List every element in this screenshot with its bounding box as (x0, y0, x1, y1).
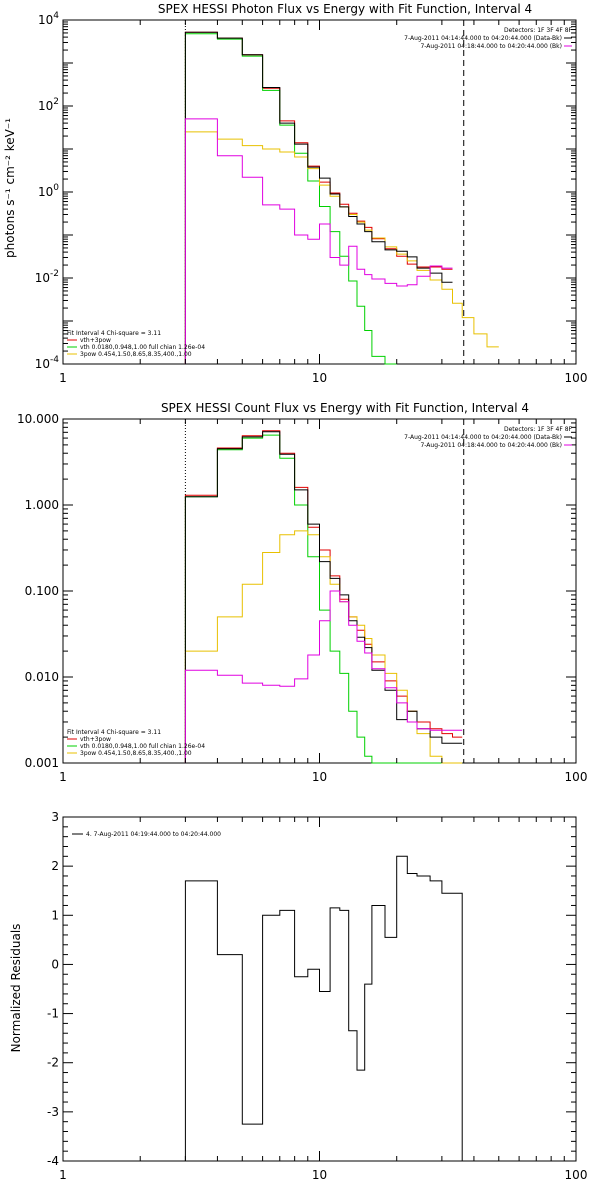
count-flux-fit-entry: 3pow 0.454,1.50,8.65,8.35,400.,1.00 (80, 750, 192, 757)
photon-flux-vlines (184, 20, 465, 364)
photon-flux-ytick-label: 10-2 (35, 269, 59, 285)
residuals-ytick-label: -4 (47, 1154, 59, 1168)
count-flux-title: SPEX HESSI Count Flux vs Energy with Fit… (161, 401, 529, 415)
residuals-ticks: 1 10 100 -4 -3 -2 -1 0 1 2 3 (47, 810, 587, 1182)
count-flux-xtick-label: 10 (312, 770, 327, 784)
photon-flux-ytick-label: 102 (38, 97, 59, 113)
residuals-ytick-label: 2 (51, 859, 59, 873)
photon-flux-ytick-label: 100 (38, 183, 59, 199)
count-flux-ytick-label: 0.100 (25, 584, 59, 598)
count-flux-legend: Detectors: 1F 3F 4F 8F7-Aug-2011 04:14:4… (404, 426, 572, 449)
photon-flux-legend-header: Detectors: 1F 3F 4F 8F (504, 27, 573, 34)
residuals-panel: Normalized Residuals 1 10 100-4-3-2-10123 … (9, 810, 587, 1182)
residuals-xtick-label: 10 (312, 1168, 327, 1182)
residuals-ylabel: Normalized Residuals (9, 924, 23, 1053)
residuals-xtick-label: 100 (565, 1168, 588, 1182)
photon-flux-xtick-label: 10 (312, 371, 327, 385)
photon-flux-series (184, 31, 499, 365)
photon-flux-fit-entry: 3pow 0.454,1.50,8.65,8.35,400.,1.00 (80, 351, 192, 358)
photon-flux-ticks: 1 10 100 10-4 10-2 100 102 104 (35, 11, 588, 385)
residuals-ytick-label: -2 (47, 1056, 59, 1070)
count-flux-xtick-label: 100 (565, 770, 588, 784)
photon-flux-xtick-label: 1 (59, 371, 67, 385)
count-flux-vlines (184, 419, 465, 763)
count-flux-fit-legend: Fit Interval 4 Chi-square = 3.11vth+3pow… (67, 729, 205, 757)
count-flux-legend-header: Detectors: 1F 3F 4F 8F (504, 426, 573, 433)
count-flux-series-1 (184, 434, 463, 764)
photon-flux-fit-label: Fit Interval 4 Chi-square = 3.11 (67, 330, 161, 337)
count-flux-ytick-label: 10.000 (17, 412, 59, 426)
photon-flux-legend-entry: 7-Aug-2011 04:18:44.000 to 04:20:44.000 … (420, 43, 562, 50)
residuals-ytick-label: -3 (47, 1105, 59, 1119)
residuals-ytick-label: 3 (51, 810, 59, 824)
residuals-legend-entry: 4. 7-Aug-2011 04:19:44.000 to 04:20:44.0… (86, 831, 221, 838)
photon-flux-series-0 (184, 31, 453, 364)
count-flux-panel: SPEX HESSI Count Flux vs Energy with Fit… (17, 401, 587, 784)
photon-flux-series-3 (184, 31, 453, 364)
count-flux-series-4 (184, 590, 463, 763)
residuals-xtick-label: 1 (59, 1168, 67, 1182)
photon-flux-panel: SPEX HESSI Photon Flux vs Energy with Fi… (3, 2, 587, 385)
photon-flux-ytick-label: 10-4 (35, 355, 60, 371)
count-flux-series-2 (184, 530, 463, 764)
photon-flux-fit-legend: Fit Interval 4 Chi-square = 3.11vth+3pow… (67, 330, 205, 358)
residuals-series-0 (184, 855, 463, 1161)
photon-flux-legend: Detectors: 1F 3F 4F 8F7-Aug-2011 04:14:4… (404, 27, 572, 50)
photon-flux-fit-entry: vth+3pow (80, 337, 111, 344)
residuals-ytick-label: 1 (51, 908, 59, 922)
photon-flux-legend-entry: 7-Aug-2011 04:14:44.000 to 04:20:44.000 … (404, 35, 562, 42)
count-flux-series-0 (184, 430, 463, 763)
photon-flux-title: SPEX HESSI Photon Flux vs Energy with Fi… (158, 2, 532, 16)
count-flux-legend-entry: 7-Aug-2011 04:14:44.000 to 04:20:44.000 … (404, 434, 562, 441)
count-flux-fit-entry: vth 0.0180,0.948,1.00 full chian 1.26e-0… (80, 743, 205, 750)
residuals-legend: 4. 7-Aug-2011 04:19:44.000 to 04:20:44.0… (72, 831, 221, 838)
residuals-series (184, 855, 463, 1161)
residuals-ytick-label: 0 (51, 957, 59, 971)
photon-flux-ytick-label: 104 (38, 11, 59, 27)
count-flux-xtick-label: 1 (59, 770, 67, 784)
count-flux-ytick-label: 0.010 (25, 670, 59, 684)
photon-flux-xtick-label: 100 (565, 371, 588, 385)
photon-flux-fit-entry: vth 0.0180,0.948,1.00 full chian 1.26e-0… (80, 344, 205, 351)
count-flux-ytick-label: 0.001 (25, 756, 59, 770)
photon-flux-series-4 (184, 118, 453, 364)
photon-flux-ylabel: photons s⁻¹ cm⁻² keV⁻¹ (3, 118, 17, 258)
count-flux-series (184, 430, 463, 764)
count-flux-series-3 (184, 431, 463, 763)
count-flux-ytick-label: 1.000 (25, 498, 59, 512)
count-flux-legend-entry: 7-Aug-2011 04:18:44.000 to 04:20:44.000 … (420, 442, 562, 449)
count-flux-fit-entry: vth+3pow (80, 736, 111, 743)
photon-flux-series-1 (184, 33, 397, 365)
photon-flux-series-2 (184, 131, 499, 364)
count-flux-ticks: 1 10 100 0.001 0.010 0.100 1.000 10.000 (17, 412, 587, 784)
residuals-ytick-label: -1 (47, 1007, 59, 1021)
count-flux-fit-label: Fit Interval 4 Chi-square = 3.11 (67, 729, 161, 736)
